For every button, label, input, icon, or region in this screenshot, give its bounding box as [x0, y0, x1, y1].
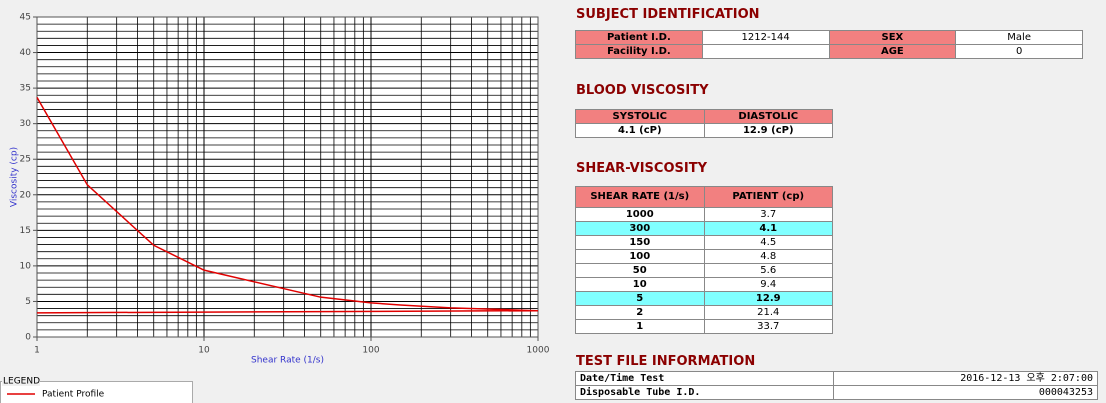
subject-table: Patient I.D. 1212-144 SEX Male Facility I.D.… — [575, 30, 1083, 59]
table-cell: SHEAR RATE (1/s) — [575, 186, 705, 208]
data-line — [36, 96, 539, 312]
table-cell: AGE — [828, 44, 957, 59]
table-row: Disposable Tube I.D. 000043253 — [575, 385, 1098, 400]
data-line — [36, 309, 539, 314]
table-cell: 9.4 — [703, 277, 833, 292]
table-row: 300 4.1 — [575, 221, 833, 236]
chart: 0 5 10 15 20 25 30 35 40 45 1 10 100 1000 Shear Rate (… — [0, 13, 550, 403]
table-row: Patient I.D. 1212-144 SEX Male — [575, 30, 1083, 45]
table-row: 50 5.6 — [575, 263, 833, 278]
y-tick-label: 40 — [20, 48, 32, 58]
table-row: 10 9.4 — [575, 277, 833, 292]
section-title: SHEAR-VISCOSITY — [576, 161, 707, 176]
table-cell — [701, 44, 830, 59]
y-axis-label: Viscosity (cp) — [10, 147, 20, 207]
table-cell: 4.1 (cP) — [575, 123, 705, 138]
x-axis-label: Shear Rate (1/s) — [251, 356, 324, 366]
table-cell: 21.4 — [703, 305, 833, 320]
table-cell: 100 — [575, 249, 705, 264]
section-title: TEST FILE INFORMATION — [576, 354, 756, 369]
test-table: Date/Time Test 2016-12-13 오후 2:07:00 Dispo… — [575, 371, 1098, 400]
table-cell: 1 — [575, 319, 705, 334]
y-tick-label: 10 — [20, 261, 32, 271]
table-row: 1 33.7 — [575, 319, 833, 334]
table-row: Date/Time Test 2016-12-13 오후 2:07:00 — [575, 371, 1098, 386]
blood-table: SYSTOLIC DIASTOLIC 4.1 (cP) 12.9 (cP) — [575, 109, 833, 138]
table-cell: 2016-12-13 오후 2:07:00 — [833, 371, 1098, 386]
x-tick-label: 10 — [198, 346, 210, 356]
table-header-row: SHEAR RATE (1/s) PATIENT (cp) — [575, 186, 833, 208]
table-row: 5 12.9 — [575, 291, 833, 306]
y-tick-label: 0 — [25, 333, 31, 343]
plot-background — [37, 17, 538, 337]
table-cell: 5.6 — [703, 263, 833, 278]
table-row: 2 21.4 — [575, 305, 833, 320]
table-cell: 4.5 — [703, 235, 833, 250]
y-tick-label: 15 — [20, 226, 31, 236]
section-title: BLOOD VISCOSITY — [576, 83, 709, 98]
table-cell: 2 — [575, 305, 705, 320]
table-header-row: SYSTOLIC DIASTOLIC — [575, 109, 833, 124]
y-tick-label: 30 — [20, 119, 32, 129]
table-row: 1000 3.7 — [575, 207, 833, 222]
table-cell: Facility I.D. — [575, 44, 703, 59]
table-cell: 150 — [575, 235, 705, 250]
legend-title-bg — [2, 376, 40, 386]
table-cell: 33.7 — [703, 319, 833, 334]
legend-title: LEGEND — [3, 377, 40, 387]
table-cell: Patient I.D. — [575, 30, 703, 45]
table-cell: PATIENT (cp) — [703, 186, 833, 208]
table-cell: 3.7 — [703, 207, 833, 222]
table-row: 150 4.5 — [575, 235, 833, 250]
table-cell: 300 — [575, 221, 705, 236]
table-cell: SYSTOLIC — [575, 109, 705, 124]
x-tick-label: 1000 — [527, 346, 550, 356]
section-title: SUBJECT IDENTIFICATION — [576, 7, 760, 22]
x-tick-label: 1 — [34, 346, 40, 356]
table-cell: 5 — [575, 291, 705, 306]
plot-border — [36, 16, 539, 338]
y-tick-label: 20 — [20, 190, 32, 200]
table-row: 100 4.8 — [575, 249, 833, 264]
table-cell: 1000 — [575, 207, 705, 222]
table-cell: 4.8 — [703, 249, 833, 264]
table-cell: 50 — [575, 263, 705, 278]
table-cell: 1212-144 — [701, 30, 830, 45]
y-tick-label: 25 — [20, 155, 31, 165]
legend-label: Patient Profile — [42, 390, 105, 400]
table-cell: 000043253 — [833, 385, 1098, 400]
y-tick-label: 35 — [20, 84, 31, 94]
y-tick-label: 5 — [25, 297, 31, 307]
table-cell: Date/Time Test — [575, 371, 834, 386]
table-row: 4.1 (cP) 12.9 (cP) — [575, 123, 833, 138]
table-cell: 10 — [575, 277, 705, 292]
x-tick-label: 100 — [362, 346, 379, 356]
shear-table: SHEAR RATE (1/s) PATIENT (cp) 1000 3.7 300 4.… — [575, 186, 833, 334]
table-cell: DIASTOLIC — [703, 109, 833, 124]
table-cell: 12.9 (cP) — [703, 123, 833, 138]
table-cell: 4.1 — [703, 221, 833, 236]
table-cell: Disposable Tube I.D. — [575, 385, 834, 400]
table-cell: Male — [955, 30, 1083, 45]
y-tick-label: 45 — [20, 13, 31, 23]
table-row: Facility I.D. AGE 0 — [575, 44, 1083, 59]
legend-box — [0, 381, 193, 403]
table-cell: 0 — [955, 44, 1083, 59]
table-cell: SEX — [828, 30, 957, 45]
table-cell: 12.9 — [703, 291, 833, 306]
